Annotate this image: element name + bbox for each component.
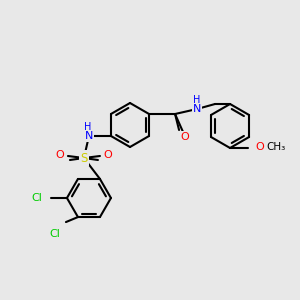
Text: S: S [80,152,88,164]
Text: O: O [56,150,64,160]
Text: N: N [193,104,201,114]
Text: Cl: Cl [50,229,60,239]
Text: H: H [84,122,92,132]
Text: Cl: Cl [32,193,42,203]
Text: CH₃: CH₃ [266,142,286,152]
Text: O: O [181,132,189,142]
Text: H: H [194,95,201,105]
Text: N: N [85,131,93,141]
Text: O: O [256,142,264,152]
Text: O: O [103,150,112,160]
